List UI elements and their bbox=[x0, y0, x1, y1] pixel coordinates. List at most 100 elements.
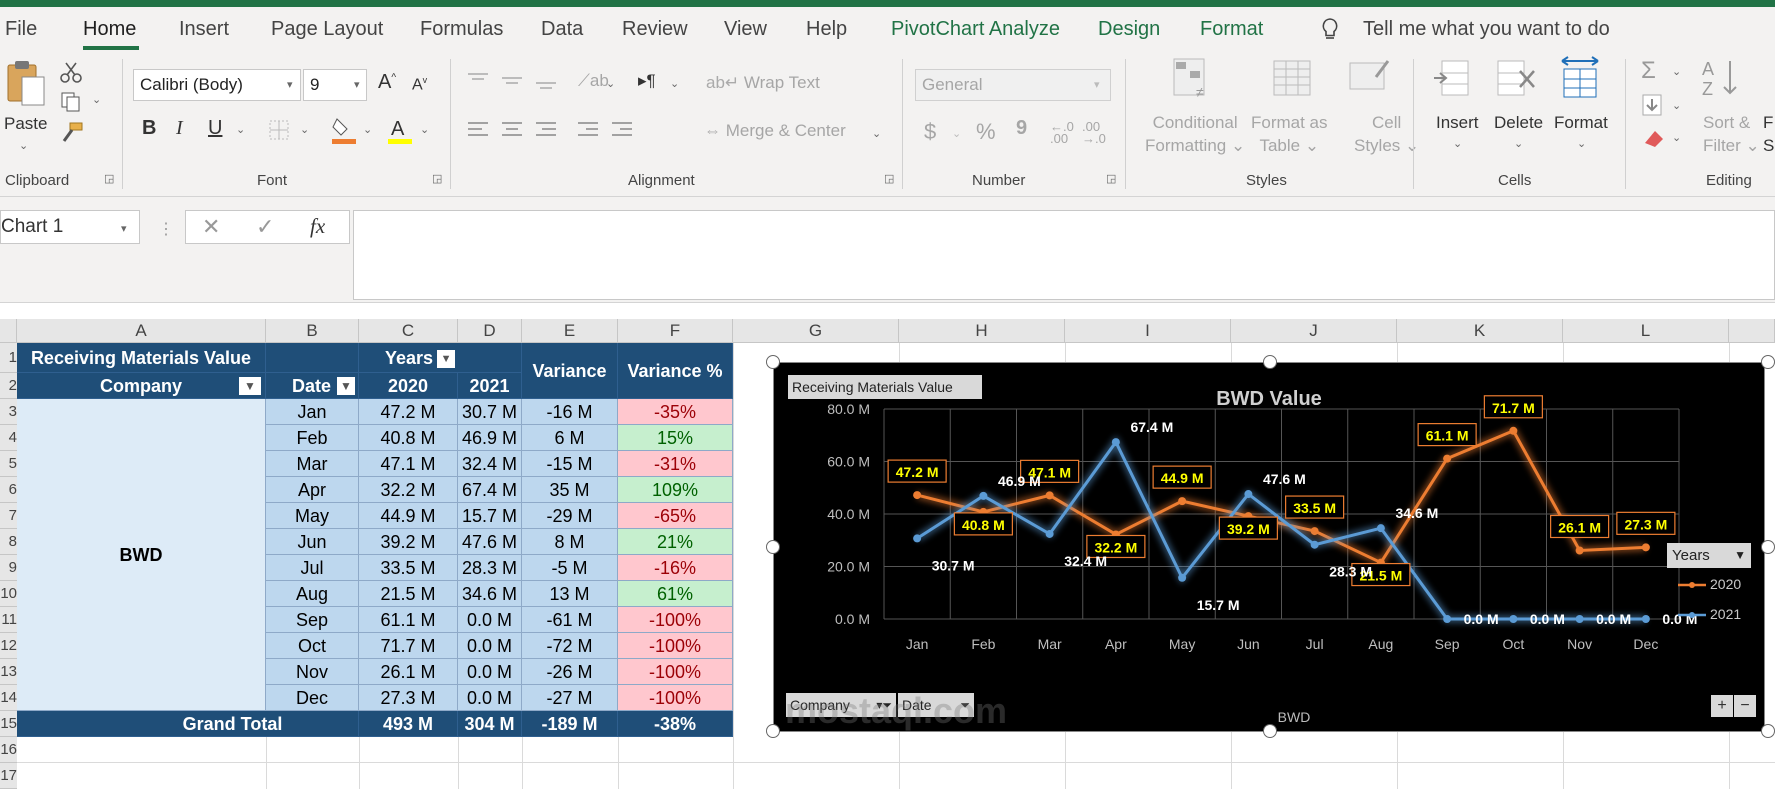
date-filter-icon[interactable]: ▼ bbox=[337, 377, 355, 395]
variance-cell[interactable]: 35 M bbox=[522, 477, 618, 503]
name-box[interactable]: Chart 1 bbox=[0, 210, 140, 244]
variance-pct-header[interactable]: Variance % bbox=[618, 343, 733, 399]
chevron-down-icon[interactable]: ▾ bbox=[287, 79, 293, 91]
pivot-chart[interactable]: 0.0 M 20.0 M 40.0 M 60.0 M 80.0 M Jan Feb Mar Ap… bbox=[773, 362, 1765, 732]
row-header-5[interactable]: 5 bbox=[0, 451, 17, 477]
resize-handle-ne[interactable] bbox=[1761, 355, 1775, 369]
month-cell[interactable]: Feb bbox=[266, 425, 359, 451]
years-filter-dropdown-icon[interactable]: ▼ bbox=[437, 350, 456, 369]
variance-cell[interactable]: 13 M bbox=[522, 581, 618, 607]
copy-dropdown-icon[interactable]: ⌄ bbox=[92, 94, 102, 106]
variance-pct-cell[interactable]: -100% bbox=[618, 659, 733, 685]
column-header-h[interactable]: H bbox=[899, 319, 1065, 343]
row-header-15[interactable]: 15 bbox=[0, 711, 17, 737]
name-box-dropdown-icon[interactable]: ▾ bbox=[121, 223, 127, 235]
vertical-align-icons[interactable] bbox=[466, 69, 606, 93]
value-2021-cell[interactable]: 15.7 M bbox=[458, 503, 522, 529]
underline-button[interactable]: U bbox=[208, 117, 223, 139]
chevron-down-icon[interactable]: ▾ bbox=[354, 79, 360, 91]
legend-dropdown-icon[interactable]: ▼ bbox=[1734, 548, 1746, 562]
grand-total-2021[interactable]: 304 M bbox=[458, 711, 522, 737]
funnel-icon[interactable]: ⏷ bbox=[960, 698, 970, 712]
month-cell[interactable]: Dec bbox=[266, 685, 359, 711]
tab-home[interactable]: Home bbox=[83, 18, 137, 40]
variance-pct-cell[interactable]: -35% bbox=[618, 399, 733, 425]
years-column-label[interactable]: Years ▼ bbox=[359, 343, 522, 373]
variance-pct-cell[interactable]: -16% bbox=[618, 555, 733, 581]
format-as-table-button[interactable]: Format as Table ⌄ bbox=[1251, 113, 1328, 155]
value-2021-cell[interactable]: 34.6 M bbox=[458, 581, 522, 607]
value-2021-cell[interactable]: 0.0 M bbox=[458, 633, 522, 659]
row-header-7[interactable]: 7 bbox=[0, 503, 17, 529]
resize-handle-nw[interactable] bbox=[766, 355, 780, 369]
bold-button[interactable]: B bbox=[142, 117, 157, 139]
merge-center-button[interactable]: ⇔ Merge & Center bbox=[704, 121, 846, 140]
variance-pct-cell[interactable]: -31% bbox=[618, 451, 733, 477]
funnel-icon[interactable]: ▾⏷ bbox=[876, 698, 892, 712]
variance-cell[interactable]: -15 M bbox=[522, 451, 618, 477]
variance-cell[interactable]: -61 M bbox=[522, 607, 618, 633]
clipboard-launcher-icon[interactable]: ◲ bbox=[104, 173, 115, 185]
month-cell[interactable]: Jul bbox=[266, 555, 359, 581]
row-header-9[interactable]: 9 bbox=[0, 555, 17, 581]
pivot-header-cell[interactable] bbox=[266, 343, 359, 373]
percent-style-button[interactable]: % bbox=[976, 119, 996, 144]
month-cell[interactable]: Mar bbox=[266, 451, 359, 477]
column-header-e[interactable]: E bbox=[522, 319, 618, 343]
wrap-text-button[interactable]: ab↵ Wrap Text bbox=[706, 73, 820, 92]
chevron-down-icon[interactable]: ⌄ bbox=[1672, 66, 1682, 78]
font-name-combo[interactable]: Calibri (Body) bbox=[133, 69, 301, 101]
company-filter-icon[interactable]: ▼ bbox=[239, 377, 261, 395]
number-launcher-icon[interactable]: ◲ bbox=[1106, 173, 1117, 185]
delete-cells-button[interactable]: Delete bbox=[1494, 113, 1544, 132]
variance-cell[interactable]: 8 M bbox=[522, 529, 618, 555]
value-2021-cell[interactable]: 30.7 M bbox=[458, 399, 522, 425]
conditional-formatting-button[interactable]: Conditional Formatting ⌄ bbox=[1145, 113, 1246, 155]
tab-pivotchart-analyze[interactable]: PivotChart Analyze bbox=[891, 18, 1060, 40]
tab-file[interactable]: File bbox=[5, 18, 38, 40]
month-cell[interactable]: May bbox=[266, 503, 359, 529]
value-2020-cell[interactable]: 26.1 M bbox=[359, 659, 458, 685]
variance-pct-cell[interactable]: -100% bbox=[618, 633, 733, 659]
find-select-button[interactable]: F Se bbox=[1763, 111, 1775, 157]
autosum-icon[interactable]: Σ bbox=[1641, 57, 1656, 84]
date-filter-button[interactable]: Date ⏷ bbox=[898, 693, 974, 717]
chevron-down-icon[interactable]: ⌄ bbox=[1453, 138, 1463, 150]
chevron-down-icon[interactable]: ⌄ bbox=[420, 124, 430, 136]
month-cell[interactable]: Aug bbox=[266, 581, 359, 607]
year-2020-header[interactable]: 2020 bbox=[359, 373, 458, 399]
value-2020-cell[interactable]: 40.8 M bbox=[359, 425, 458, 451]
month-cell[interactable]: Nov bbox=[266, 659, 359, 685]
paste-dropdown-icon[interactable]: ⌄ bbox=[19, 140, 29, 152]
row-header-6[interactable]: 6 bbox=[0, 477, 17, 503]
comma-style-button[interactable]: 9 bbox=[1016, 117, 1028, 139]
value-2021-cell[interactable]: 0.0 M bbox=[458, 659, 522, 685]
value-2020-cell[interactable]: 33.5 M bbox=[359, 555, 458, 581]
number-format-combo[interactable]: General bbox=[915, 69, 1111, 101]
resize-handle-n[interactable] bbox=[1263, 355, 1277, 369]
legend-field-button[interactable]: Years ▼ bbox=[1667, 543, 1751, 568]
value-2021-cell[interactable]: 0.0 M bbox=[458, 607, 522, 633]
format-cells-button[interactable]: Format bbox=[1554, 113, 1608, 132]
tab-formulas[interactable]: Formulas bbox=[420, 18, 504, 40]
chevron-down-icon[interactable]: ▾ bbox=[1094, 79, 1100, 91]
chevron-down-icon[interactable]: ⌄ bbox=[952, 128, 962, 140]
chart-title[interactable]: BWD Value bbox=[1216, 388, 1322, 410]
value-2020-cell[interactable]: 21.5 M bbox=[359, 581, 458, 607]
chevron-down-icon[interactable]: ⌄ bbox=[1672, 132, 1682, 144]
resize-handle-s[interactable] bbox=[1263, 724, 1277, 738]
grand-total-variance[interactable]: -189 M bbox=[522, 711, 618, 737]
column-header-l[interactable]: L bbox=[1563, 319, 1729, 343]
sort-filter-button[interactable]: Sort & Filter ⌄ bbox=[1703, 113, 1760, 155]
chevron-down-icon[interactable]: ⌄ bbox=[1514, 138, 1524, 150]
row-header-1[interactable]: 1 bbox=[0, 343, 17, 373]
value-2020-cell[interactable]: 44.9 M bbox=[359, 503, 458, 529]
grand-total-label[interactable]: Grand Total bbox=[17, 711, 359, 737]
variance-pct-cell[interactable]: 21% bbox=[618, 529, 733, 555]
insert-cells-icon[interactable] bbox=[1432, 57, 1476, 101]
variance-cell[interactable]: -27 M bbox=[522, 685, 618, 711]
row-header-3[interactable]: 3 bbox=[0, 399, 17, 425]
tab-data[interactable]: Data bbox=[541, 18, 584, 40]
column-header-a[interactable]: A bbox=[17, 319, 266, 343]
value-2020-cell[interactable]: 61.1 M bbox=[359, 607, 458, 633]
